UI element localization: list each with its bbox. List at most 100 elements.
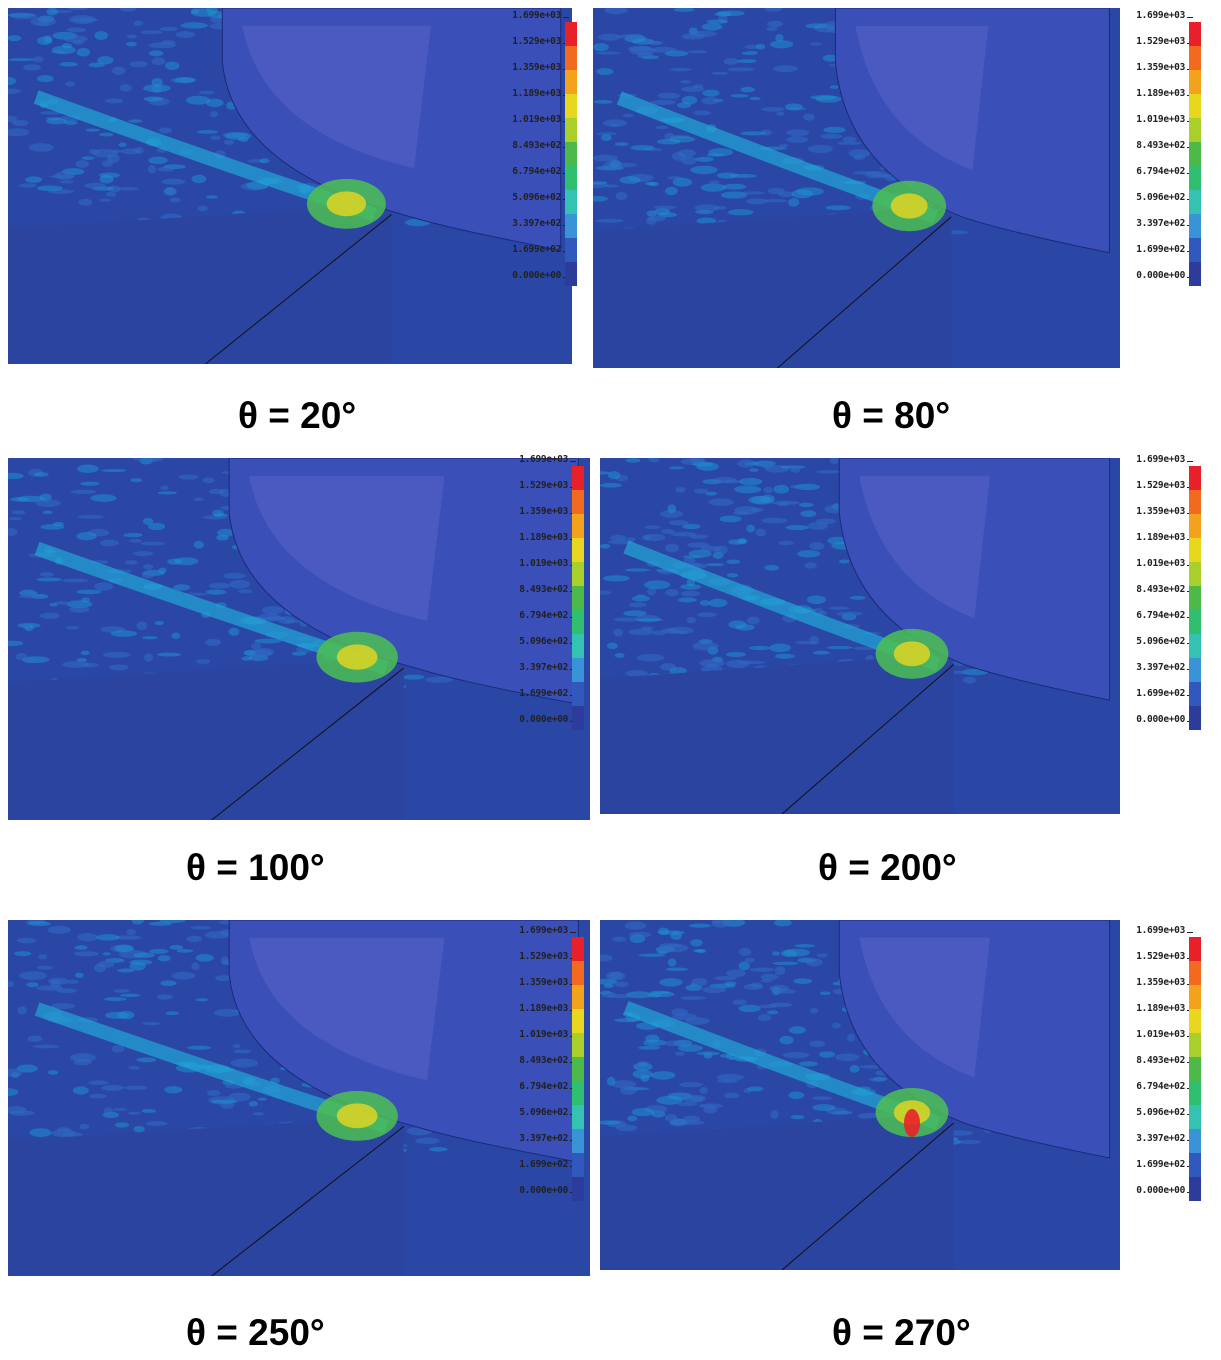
legend-color-segment bbox=[1189, 262, 1201, 286]
legend-value-label: 1.529e+03 bbox=[519, 480, 568, 491]
panel-caption: θ = 270° bbox=[832, 1312, 971, 1353]
legend-color-segment bbox=[1189, 466, 1201, 490]
legend-value-label: 6.794e+02 bbox=[512, 166, 561, 177]
legend-value-label: 1.529e+03 bbox=[519, 951, 568, 962]
legend-color-segment bbox=[1189, 22, 1201, 46]
legend-color-segment bbox=[1189, 658, 1201, 682]
legend-color-segment bbox=[572, 961, 584, 985]
legend-color-segment bbox=[565, 70, 577, 94]
legend-color-segment bbox=[1189, 1153, 1201, 1177]
stress-contour-image bbox=[8, 458, 590, 820]
legend-value-label: 1.189e+03 bbox=[519, 1003, 568, 1014]
legend-color-segment bbox=[1189, 238, 1201, 262]
legend-color-segment bbox=[572, 610, 584, 634]
legend-color-segment bbox=[1189, 634, 1201, 658]
legend-color-segment bbox=[572, 658, 584, 682]
stress-contour-image bbox=[600, 920, 1120, 1270]
legend-value-label: 5.096e+02 bbox=[512, 192, 561, 203]
legend-value-label: 5.096e+02 bbox=[1136, 1107, 1185, 1118]
legend-value-label: 1.699e+02 bbox=[1136, 244, 1185, 255]
legend-color-segment bbox=[565, 118, 577, 142]
legend-color-segment bbox=[1189, 190, 1201, 214]
legend-value-label: 1.189e+03 bbox=[1136, 88, 1185, 99]
legend-value-label: 6.794e+02 bbox=[519, 1081, 568, 1092]
legend-color-segment bbox=[565, 214, 577, 238]
legend-value-label: 1.699e+03 bbox=[1136, 10, 1185, 21]
legend-color-bar bbox=[1189, 937, 1201, 1201]
legend-color-segment bbox=[572, 514, 584, 538]
legend-value-label: 3.397e+02 bbox=[1136, 218, 1185, 229]
legend-value-label: 5.096e+02 bbox=[1136, 636, 1185, 647]
legend-color-segment bbox=[1189, 490, 1201, 514]
legend-color-segment bbox=[572, 1009, 584, 1033]
legend-color-segment bbox=[1189, 538, 1201, 562]
legend-color-segment bbox=[572, 1105, 584, 1129]
legend-tick bbox=[570, 932, 576, 933]
legend-value-label: 5.096e+02 bbox=[519, 1107, 568, 1118]
legend-value-label: 1.019e+03 bbox=[1136, 558, 1185, 569]
legend-value-label: 1.019e+03 bbox=[512, 114, 561, 125]
panel-caption: θ = 200° bbox=[818, 847, 957, 888]
legend-color-segment bbox=[1189, 166, 1201, 190]
legend-color-segment bbox=[565, 22, 577, 46]
legend-color-segment bbox=[565, 94, 577, 118]
legend-value-label: 1.019e+03 bbox=[1136, 1029, 1185, 1040]
legend-value-label: 1.699e+03 bbox=[1136, 454, 1185, 465]
legend-color-segment bbox=[572, 538, 584, 562]
legend-color-segment bbox=[1189, 118, 1201, 142]
legend-value-label: 1.019e+03 bbox=[519, 558, 568, 569]
legend-color-segment bbox=[565, 142, 577, 166]
legend-color-segment bbox=[572, 1129, 584, 1153]
legend-color-segment bbox=[565, 238, 577, 262]
color-legend: 1.699e+03 1.529e+03 1.359e+03 1.189e+03 1.01… bbox=[1121, 925, 1211, 1201]
legend-value-label: 1.699e+02 bbox=[1136, 1159, 1185, 1170]
legend-value-label: 0.000e+00 bbox=[519, 1185, 568, 1196]
legend-value-label: 0.000e+00 bbox=[1136, 270, 1185, 281]
legend-value-label: 1.699e+03 bbox=[1136, 925, 1185, 936]
legend-color-segment bbox=[1189, 514, 1201, 538]
color-legend: 1.699e+03 1.529e+03 1.359e+03 1.189e+03 1.01… bbox=[504, 454, 594, 730]
legend-value-label: 1.699e+03 bbox=[519, 454, 568, 465]
legend-value-label: 1.189e+03 bbox=[1136, 532, 1185, 543]
stress-contour-image bbox=[8, 920, 590, 1276]
legend-value-label: 8.493e+02 bbox=[512, 140, 561, 151]
legend-value-label: 6.794e+02 bbox=[1136, 1081, 1185, 1092]
stress-contour-image bbox=[600, 458, 1120, 814]
legend-color-bar bbox=[1189, 22, 1201, 286]
legend-color-segment bbox=[572, 1153, 584, 1177]
legend-value-label: 1.699e+02 bbox=[1136, 688, 1185, 699]
legend-color-segment bbox=[572, 1033, 584, 1057]
legend-value-label: 1.359e+03 bbox=[512, 62, 561, 73]
legend-value-label: 1.529e+03 bbox=[512, 36, 561, 47]
legend-value-label: 6.794e+02 bbox=[1136, 166, 1185, 177]
legend-value-label: 1.699e+03 bbox=[512, 10, 561, 21]
legend-value-label: 1.359e+03 bbox=[519, 977, 568, 988]
legend-tick bbox=[563, 17, 569, 18]
legend-color-segment bbox=[1189, 1177, 1201, 1201]
legend-color-segment bbox=[1189, 1081, 1201, 1105]
legend-color-segment bbox=[565, 190, 577, 214]
color-legend: 1.699e+03 1.529e+03 1.359e+03 1.189e+03 1.01… bbox=[504, 925, 594, 1201]
legend-value-label: 5.096e+02 bbox=[519, 636, 568, 647]
color-legend: 1.699e+03 1.529e+03 1.359e+03 1.189e+03 1.01… bbox=[1121, 454, 1211, 730]
legend-color-segment bbox=[572, 466, 584, 490]
legend-tick bbox=[570, 461, 576, 462]
legend-tick bbox=[1187, 461, 1193, 462]
legend-value-label: 0.000e+00 bbox=[519, 714, 568, 725]
legend-value-label: 1.359e+03 bbox=[519, 506, 568, 517]
legend-color-bar bbox=[1189, 466, 1201, 730]
legend-color-segment bbox=[1189, 586, 1201, 610]
legend-color-segment bbox=[1189, 1105, 1201, 1129]
legend-value-label: 1.359e+03 bbox=[1136, 62, 1185, 73]
legend-color-segment bbox=[572, 562, 584, 586]
panel-caption: θ = 100° bbox=[186, 847, 325, 888]
legend-color-segment bbox=[1189, 214, 1201, 238]
legend-color-segment bbox=[1189, 70, 1201, 94]
legend-value-label: 1.699e+02 bbox=[519, 1159, 568, 1170]
legend-value-label: 3.397e+02 bbox=[519, 1133, 568, 1144]
legend-color-segment bbox=[1189, 1033, 1201, 1057]
legend-color-bar bbox=[565, 22, 577, 286]
legend-value-label: 8.493e+02 bbox=[1136, 1055, 1185, 1066]
legend-color-segment bbox=[572, 706, 584, 730]
legend-color-segment bbox=[1189, 46, 1201, 70]
